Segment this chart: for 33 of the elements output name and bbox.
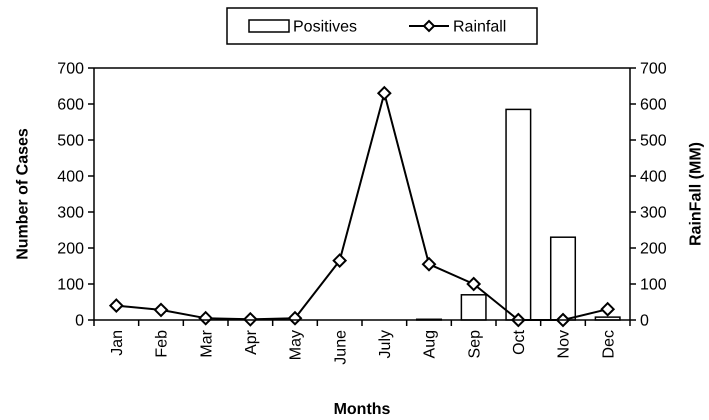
y-tick-label: 400	[57, 168, 84, 186]
y-tick-label: 500	[57, 132, 84, 150]
x-tick-label: Sep	[466, 330, 484, 358]
y2-axis-title: RainFall (MM)	[688, 142, 705, 246]
x-tick-label: Nov	[556, 330, 573, 358]
legend-label: Positives	[293, 18, 358, 36]
y-tick-label: 600	[57, 96, 84, 114]
x-tick-label: Aug	[422, 330, 439, 358]
y2-tick-label: 400	[640, 168, 667, 186]
y2-tick-label: 500	[640, 132, 667, 150]
legend-label: Rainfall	[453, 18, 506, 36]
y-tick-label: 200	[57, 240, 84, 258]
x-tick-label: Oct	[510, 329, 528, 355]
x-tick-label: Jan	[108, 330, 126, 356]
x-tick-label: June	[332, 330, 350, 365]
x-tick-label: May	[288, 330, 305, 360]
y2-tick-label: 700	[640, 60, 667, 78]
x-tick-label: July	[376, 330, 394, 358]
x-tick-label: Apr	[242, 329, 260, 355]
y-tick-label: 300	[57, 204, 84, 222]
x-tick-label: Dec	[600, 330, 618, 358]
y2-tick-label: 600	[640, 96, 667, 114]
y-tick-label: 700	[57, 60, 84, 78]
x-tick-label: Feb	[154, 330, 171, 358]
y-tick-label: 100	[57, 276, 84, 294]
y2-tick-label: 200	[640, 240, 667, 258]
x-axis-title: Months	[334, 401, 391, 418]
y-tick-label: 0	[75, 312, 84, 330]
y2-tick-label: 100	[640, 276, 667, 294]
y-axis-title: Number of Cases	[14, 128, 32, 260]
x-tick-label: Mar	[198, 329, 216, 358]
y2-tick-label: 0	[640, 312, 649, 330]
y2-tick-label: 300	[640, 204, 667, 222]
